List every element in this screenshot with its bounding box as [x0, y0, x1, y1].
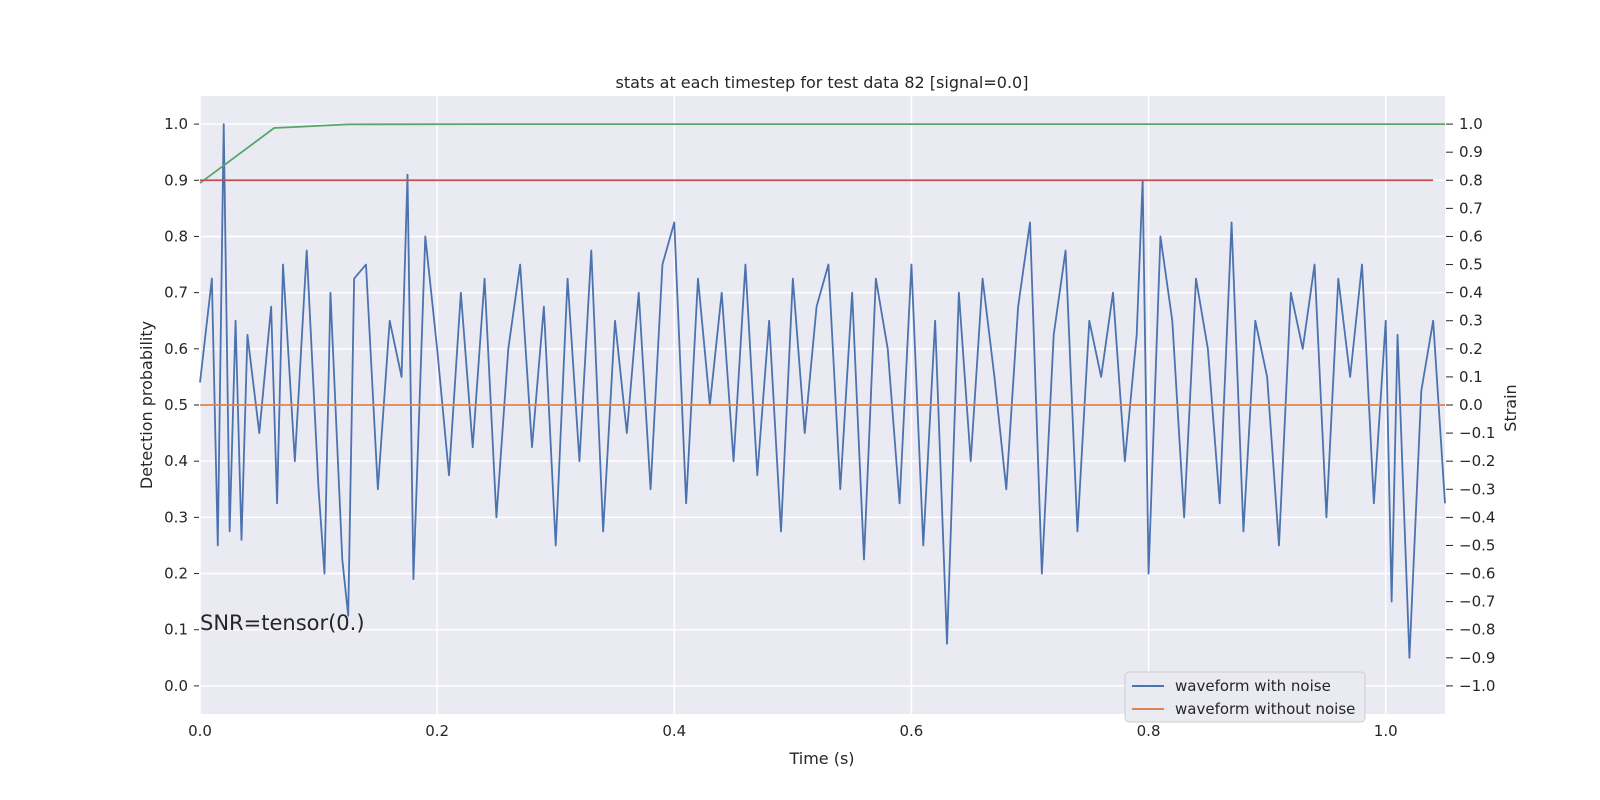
- legend-box: [1124, 671, 1366, 723]
- y-left-tick-label: 0.6: [164, 340, 188, 358]
- y-right-tick-label: 0.4: [1459, 284, 1483, 302]
- green-probability-line: [199, 123, 1445, 184]
- legend-label-waveform-without-noise: waveform without noise: [1175, 700, 1355, 718]
- y-right-tick-label: 0.5: [1459, 256, 1483, 274]
- legend: waveform with noise waveform without noi…: [1124, 671, 1366, 723]
- y-right-tick-label: −1.0: [1459, 677, 1495, 695]
- y-left-tick-label: 0.8: [164, 227, 188, 245]
- y-right-tick-label: 0.0: [1459, 396, 1483, 414]
- y-right-tick-label: −0.8: [1459, 621, 1495, 639]
- y-right-tick-label: −0.2: [1459, 452, 1495, 470]
- y-right-tick-label: 0.3: [1459, 312, 1483, 330]
- y-right-tick-label: −0.9: [1459, 649, 1495, 667]
- chart-title: stats at each timestep for test data 82 …: [616, 73, 1029, 92]
- y-left-tick-label: 0.0: [164, 677, 188, 695]
- y-right-tick-label: −0.1: [1459, 424, 1495, 442]
- y-right-tick-label: 1.0: [1459, 115, 1483, 133]
- x-tick-label: 1.0: [1374, 722, 1398, 740]
- legend-label-waveform-with-noise: waveform with noise: [1175, 677, 1331, 695]
- y-axis-left-label: Detection probability: [137, 321, 156, 489]
- y-left-tick-label: 0.9: [164, 171, 188, 189]
- y-right-tick-label: −0.6: [1459, 565, 1495, 583]
- series-layer: [199, 123, 1446, 659]
- y-left-tick-label: 0.3: [164, 508, 188, 526]
- y-right-tick-label: −0.7: [1459, 593, 1495, 611]
- y-right-tick-label: −0.4: [1459, 508, 1495, 526]
- x-axis-label: Time (s): [788, 749, 854, 768]
- y-left-tick-label: 1.0: [164, 115, 188, 133]
- y-right-tick-label: 0.7: [1459, 199, 1483, 217]
- y-right-tick-label: 0.8: [1459, 171, 1483, 189]
- snr-annotation: SNR=tensor(0.): [200, 611, 365, 635]
- x-tick-label: 0.4: [662, 722, 686, 740]
- y-right-tick-label: 0.2: [1459, 340, 1483, 358]
- x-tick-label: 0.6: [899, 722, 923, 740]
- x-tick-label: 0.2: [425, 722, 449, 740]
- y-left-tick-label: 0.4: [164, 452, 188, 470]
- y-right-tick-label: 0.9: [1459, 143, 1483, 161]
- y-left-tick-label: 0.2: [164, 565, 188, 583]
- y-left-tick-label: 0.7: [164, 284, 188, 302]
- y-left-tick-label: 0.1: [164, 621, 188, 639]
- x-tick-label: 0.0: [188, 722, 212, 740]
- waveform-with-noise-line: [199, 123, 1446, 659]
- y-right-tick-label: 0.1: [1459, 368, 1483, 386]
- tick-labels: 0.0 0.2 0.4 0.6 0.8 1.0 0.0 0.1 0.2 0.3 0.4 0.5 0.6 0…: [164, 115, 1495, 740]
- y-right-tick-label: −0.5: [1459, 536, 1495, 554]
- y-axis-right-label: Strain: [1501, 384, 1520, 431]
- y-left-tick-label: 0.5: [164, 396, 188, 414]
- x-tick-label: 0.8: [1137, 722, 1161, 740]
- y-right-tick-label: −0.3: [1459, 480, 1495, 498]
- y-right-tick-label: 0.6: [1459, 227, 1483, 245]
